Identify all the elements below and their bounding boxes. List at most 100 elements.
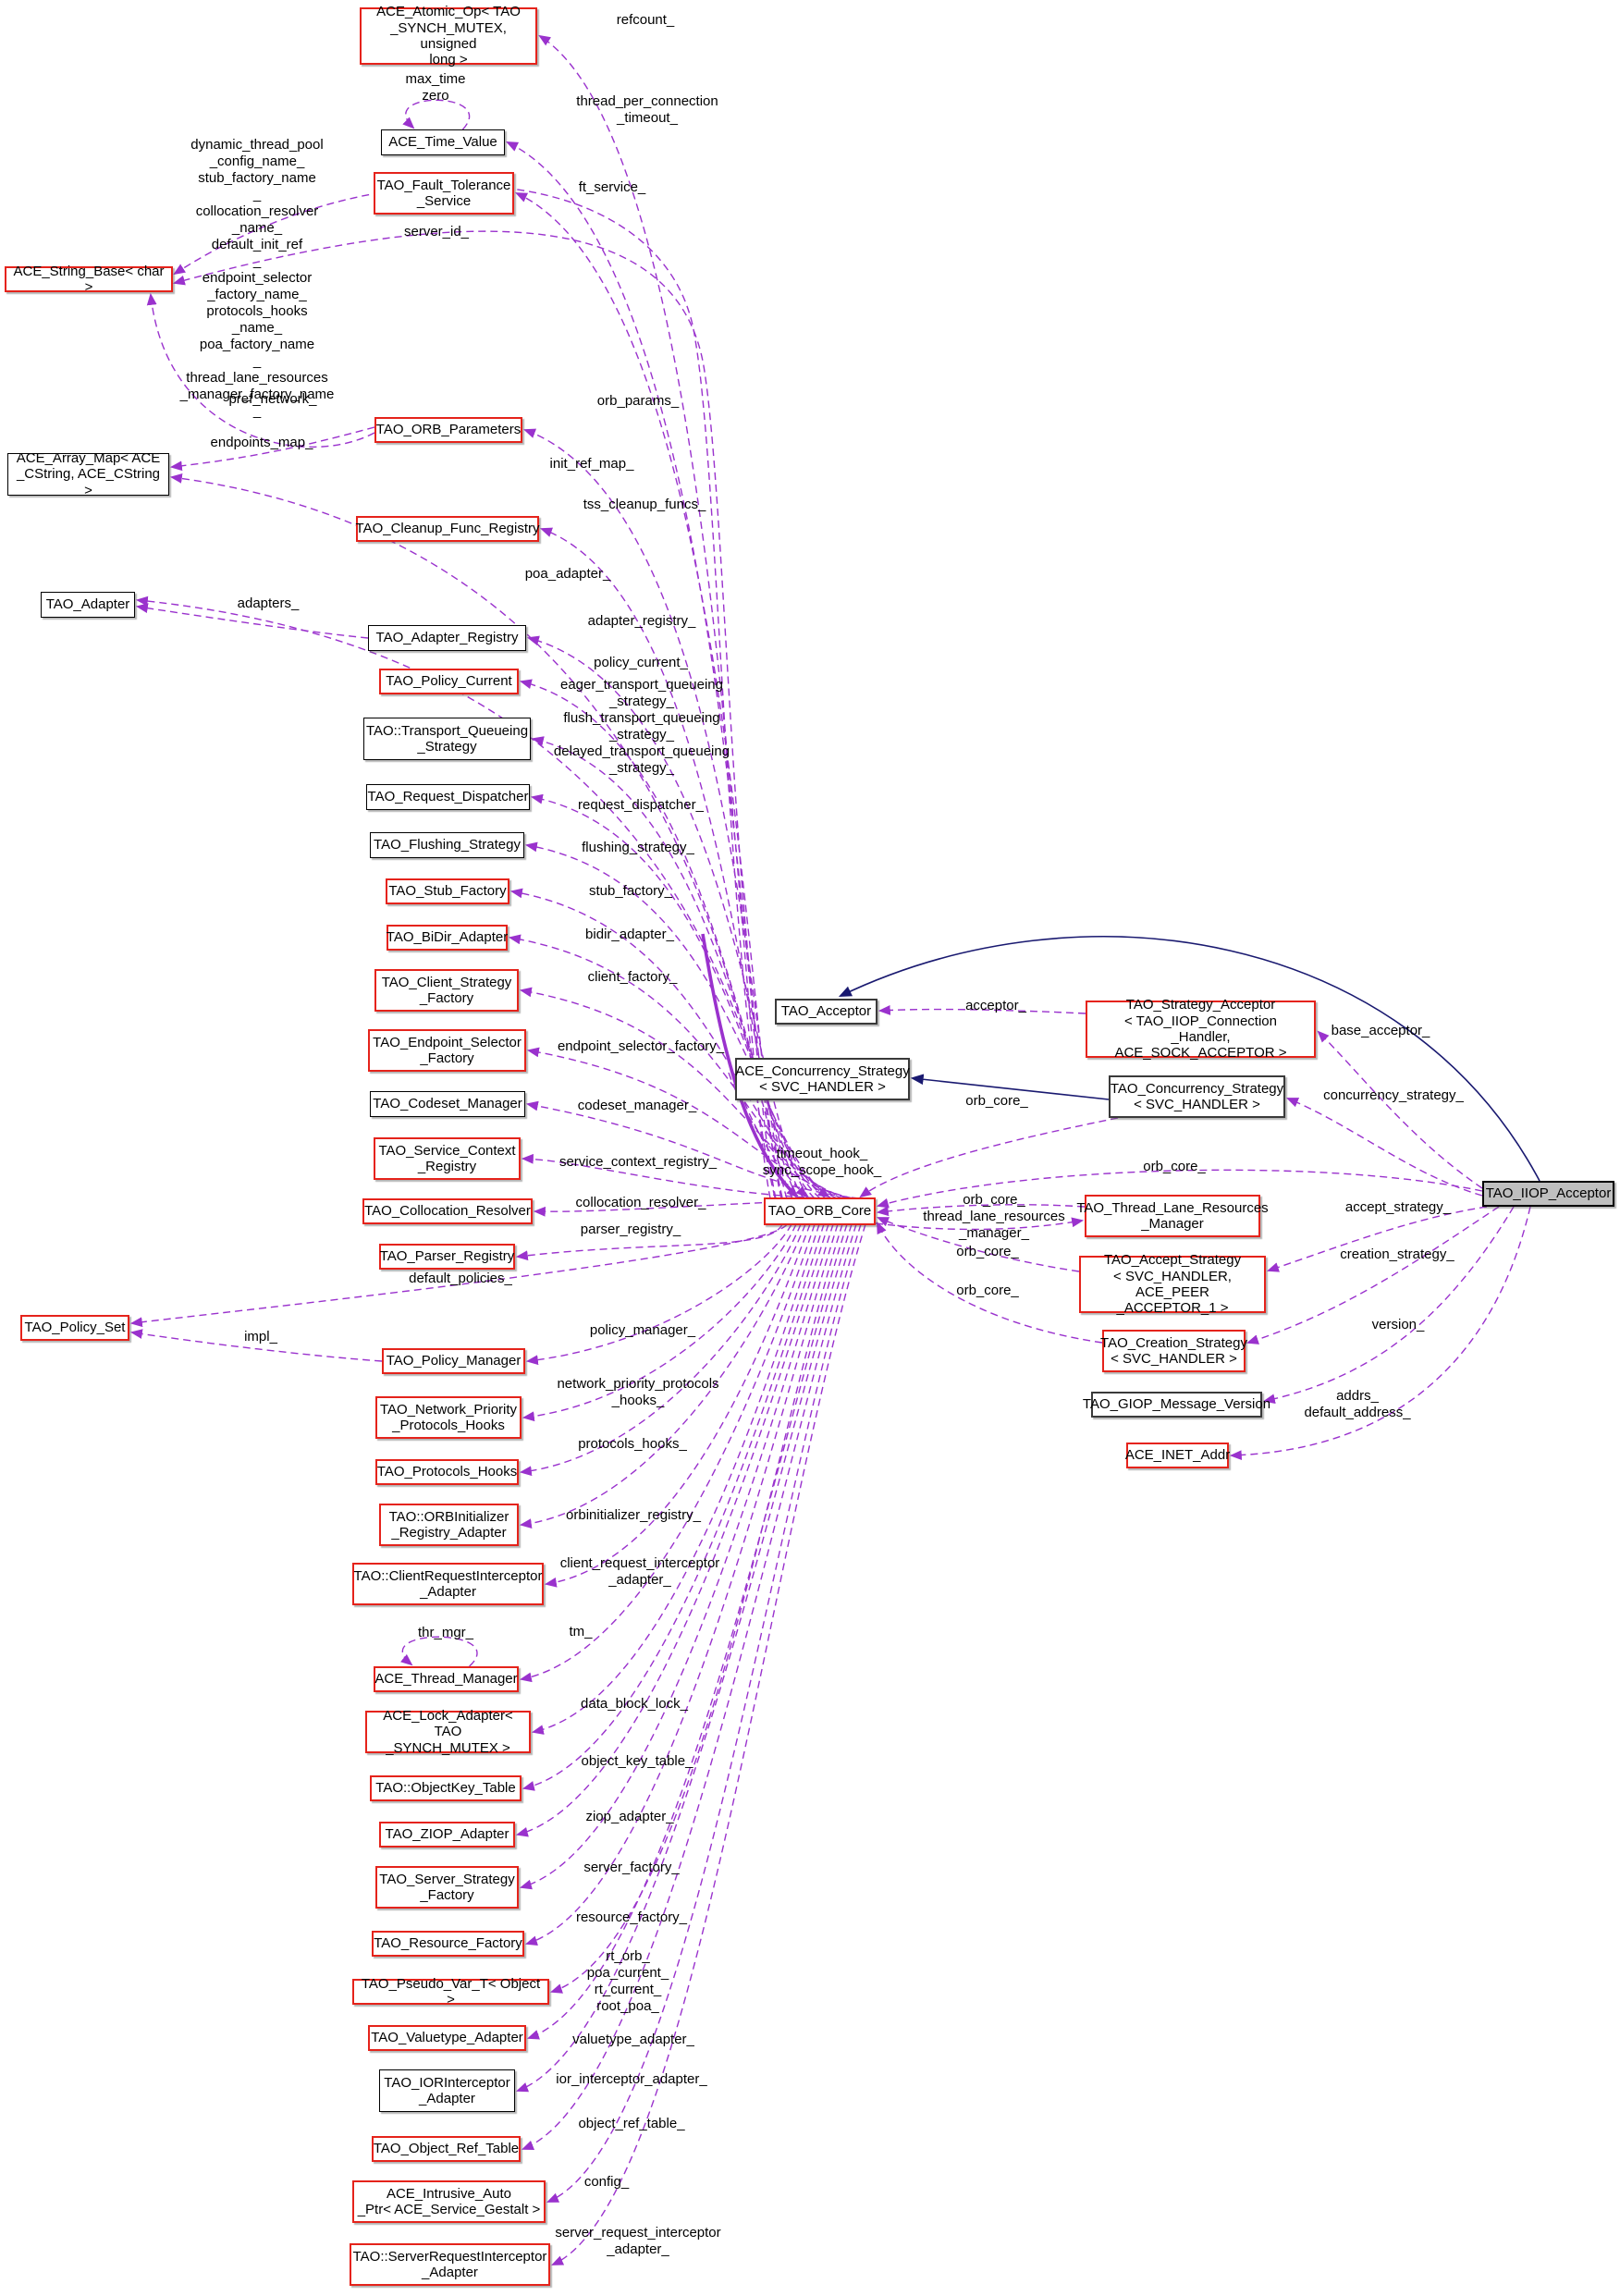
class-node-tao-client-strategy-factory[interactable]: TAO_Client_Strategy _Factory (374, 969, 519, 1012)
edge-label-thr-mgr: thr_mgr_ (417, 1625, 474, 1640)
class-node-tao-bidir-adapter[interactable]: TAO_BiDir_Adapter (387, 925, 508, 951)
class-node-tao-service-context-registry[interactable]: TAO_Service_Context _Registry (374, 1137, 521, 1180)
edge-label-valuetype-adapter: valuetype_adapter_ (572, 2032, 694, 2047)
edge-label-max-time-zero: max_time zero (405, 71, 466, 104)
edge-label-orb-core-concurrency: orb_core_ (965, 1093, 1028, 1109)
class-node-tao-resource-factory[interactable]: TAO_Resource_Factory (372, 1931, 524, 1957)
class-node-ace-thread-manager[interactable]: ACE_Thread_Manager (374, 1666, 519, 1692)
class-node-tao-acceptor: TAO_Acceptor (775, 999, 878, 1025)
class-node-tao-endpoint-selector-factory[interactable]: TAO_Endpoint_Selector _Factory (368, 1029, 526, 1072)
class-node-tao-codeset-manager: TAO_Codeset_Manager (370, 1091, 525, 1117)
edge-label-orb-core-accept: orb_core_ (956, 1244, 1019, 1259)
edge-label-flushing-strategy: flushing_strategy_ (582, 840, 694, 855)
class-node-tao-fault-tolerance-service[interactable]: TAO_Fault_Tolerance _Service (374, 172, 514, 215)
edge-label-codeset-manager: codeset_manager_ (577, 1098, 697, 1113)
class-node-ace-inet-addr[interactable]: ACE_INET_Addr (1125, 1443, 1230, 1468)
edge-label-tss-cleanup-funcs: tss_cleanup_funcs_ (583, 497, 706, 512)
edge-label-orb-core-thread-lane-group: orb_core_ thread_lane_resources _manager… (923, 1192, 1065, 1241)
class-node-tao-concurrency-strategy: TAO_Concurrency_Strategy < SVC_HANDLER > (1109, 1075, 1285, 1118)
class-node-tao-network-priority-protocols-hooks[interactable]: TAO_Network_Priority _Protocols_Hooks (375, 1396, 522, 1439)
edge-label-endpoint-selector-factory: endpoint_selector_factory_ (557, 1038, 725, 1054)
edge-label-policy-manager: policy_manager_ (589, 1322, 696, 1338)
edge-label-accept-strategy: accept_strategy_ (1344, 1199, 1452, 1215)
class-node-ace-string-base[interactable]: ACE_String_Base< char > (5, 264, 173, 295)
class-node-tao-adapter: TAO_Adapter (41, 592, 135, 618)
class-node-tao-stub-factory[interactable]: TAO_Stub_Factory (386, 878, 509, 904)
class-node-ace-concurrency-strategy: ACE_Concurrency_Strategy < SVC_HANDLER > (735, 1058, 910, 1100)
edge-label-transport-queueing-group: eager_transport_queueing _strategy_ flus… (553, 677, 730, 776)
edge-label-service-context-registry: service_context_registry_ (558, 1154, 718, 1170)
class-node-tao-parser-registry[interactable]: TAO_Parser_Registry (379, 1244, 515, 1270)
class-node-ace-time-value: ACE_Time_Value (381, 129, 505, 155)
class-node-ace-intrusive-auto-ptr[interactable]: ACE_Intrusive_Auto _Ptr< ACE_Service_Ges… (352, 2180, 546, 2223)
edge-label-pref-network: pref_network_ (228, 391, 317, 407)
class-node-tao-iiop-acceptor-main: TAO_IIOP_Acceptor (1482, 1181, 1614, 1207)
edge-label-version: version_ (1371, 1317, 1425, 1332)
edge-label-config: config_ (583, 2174, 630, 2190)
edge-label-base-acceptor: base_acceptor_ (1331, 1023, 1430, 1038)
class-node-tao-server-request-interceptor-adapter[interactable]: TAO::ServerRequestInterceptor _Adapter (350, 2243, 550, 2286)
edge-label-ziop-adapter: ziop_adapter_ (585, 1809, 674, 1824)
edge-label-ior-interceptor-adapter: ior_interceptor_adapter_ (556, 2071, 707, 2087)
edge-label-stub-factory: stub_factory_ (588, 883, 673, 899)
class-node-tao-orbinitializer-registry-adapter[interactable]: TAO::ORBInitializer _Registry_Adapter (379, 1504, 519, 1546)
class-node-tao-protocols-hooks[interactable]: TAO_Protocols_Hooks (375, 1459, 519, 1485)
class-node-tao-policy-manager[interactable]: TAO_Policy_Manager (382, 1348, 525, 1374)
edge-label-default-policies: default_policies_ (409, 1271, 512, 1286)
edge-label-config-names-group: dynamic_thread_pool _config_name_ stub_f… (179, 137, 335, 419)
edge-label-creation-strategy: creation_strategy_ (1340, 1246, 1454, 1262)
edge-label-server-factory: server_factory_ (583, 1860, 680, 1875)
class-node-tao-server-strategy-factory[interactable]: TAO_Server_Strategy _Factory (375, 1866, 519, 1909)
class-node-tao-object-ref-table[interactable]: TAO_Object_Ref_Table (372, 2136, 521, 2162)
edge-label-policy-current: policy_current_ (594, 655, 688, 670)
edge-label-concurrency-strategy: concurrency_strategy_ (1323, 1087, 1464, 1103)
class-node-tao-pseudo-var-t[interactable]: TAO_Pseudo_Var_T< Object > (352, 1976, 549, 2007)
edge-label-data-block-lock: data_block_lock_ (581, 1696, 688, 1712)
class-node-tao-policy-set[interactable]: TAO_Policy_Set (20, 1315, 129, 1341)
class-node-tao-policy-current[interactable]: TAO_Policy_Current (379, 669, 519, 694)
edge-label-object-ref-table: object_ref_table_ (578, 2116, 685, 2131)
class-node-tao-ior-interceptor-adapter: TAO_IORInterceptor _Adapter (379, 2069, 515, 2112)
edge-label-client-request-interceptor-adapter: client_request_interceptor _adapter_ (559, 1555, 720, 1588)
edge-label-orb-params: orb_params_ (596, 393, 680, 409)
edge-label-ft-service: ft_service_ (578, 179, 646, 195)
edge-label-request-dispatcher: request_dispatcher_ (578, 797, 704, 813)
class-node-tao-orb-parameters[interactable]: TAO_ORB_Parameters (374, 417, 522, 443)
edge-label-impl: impl_ (244, 1329, 277, 1344)
edge-label-adapters: adapters_ (237, 595, 300, 611)
class-node-tao-creation-strategy[interactable]: TAO_Creation_Strategy < SVC_HANDLER > (1100, 1330, 1247, 1372)
edge-label-rt-orb-group: rt_orb_ poa_current_ rt_current_ root_po… (586, 1948, 669, 2014)
edge-label-object-key-table: object_key_table_ (581, 1753, 693, 1769)
edge-label-acceptor: acceptor_ (965, 998, 1026, 1013)
class-node-tao-adapter-registry: TAO_Adapter_Registry (368, 625, 526, 651)
class-node-tao-thread-lane-resources-manager[interactable]: TAO_Thread_Lane_Resources _Manager (1076, 1195, 1269, 1237)
class-node-tao-strategy-acceptor[interactable]: TAO_Strategy_Acceptor < TAO_IIOP_Connect… (1086, 997, 1316, 1061)
class-node-tao-client-request-interceptor-adapter[interactable]: TAO::ClientRequestInterceptor _Adapter (352, 1563, 544, 1605)
class-node-ace-lock-adapter[interactable]: ACE_Lock_Adapter< TAO _SYNCH_MUTEX > (365, 1708, 531, 1756)
edge-label-refcount: refcount_ (616, 12, 675, 28)
class-node-tao-ziop-adapter[interactable]: TAO_ZIOP_Adapter (379, 1822, 515, 1848)
class-node-tao-accept-strategy[interactable]: TAO_Accept_Strategy < SVC_HANDLER, ACE_P… (1079, 1252, 1266, 1316)
class-node-tao-orb-core[interactable]: TAO_ORB_Core (764, 1197, 876, 1225)
edge-label-timeout-hook-sync-scope-hook: timeout_hook_ sync_scope_hook_ (762, 1146, 882, 1178)
edge-label-endpoints-map: endpoints_map_ (210, 435, 313, 450)
edge-label-client-factory: client_factory_ (587, 969, 678, 985)
edge-label-orb-core-creation: orb_core_ (956, 1283, 1019, 1298)
class-node-tao-valuetype-adapter[interactable]: TAO_Valuetype_Adapter (368, 2025, 526, 2051)
class-node-ace-array-map: ACE_Array_Map< ACE _CString, ACE_CString… (7, 450, 169, 498)
edge-label-orbinitializer-registry: orbinitializer_registry_ (566, 1507, 701, 1523)
edge-label-thread-per-connection-timeout: thread_per_connection _timeout_ (576, 93, 718, 126)
class-node-ace-atomic-op[interactable]: ACE_Atomic_Op< TAO _SYNCH_MUTEX, unsigne… (360, 4, 537, 68)
class-node-tao-objectkey-table[interactable]: TAO::ObjectKey_Table (370, 1775, 522, 1801)
class-node-tao-cleanup-func-registry[interactable]: TAO_Cleanup_Func_Registry (356, 516, 540, 542)
edge-label-adapter-registry: adapter_registry_ (587, 613, 696, 629)
class-node-tao-transport-queueing-strategy: TAO::Transport_Queueing _Strategy (363, 718, 531, 760)
edge-label-orb-core-iiop: orb_core_ (1143, 1159, 1206, 1174)
edge-label-bidir-adapter: bidir_adapter_ (585, 927, 674, 942)
edge-label-resource-factory: resource_factory_ (575, 1909, 688, 1925)
class-node-tao-collocation-resolver[interactable]: TAO_Collocation_Resolver (362, 1198, 533, 1224)
edge-label-tm: tm_ (569, 1624, 593, 1639)
edge-label-server-id: server_id_ (403, 224, 470, 239)
edge-label-addrs-default-address: addrs_ default_address_ (1304, 1388, 1411, 1420)
